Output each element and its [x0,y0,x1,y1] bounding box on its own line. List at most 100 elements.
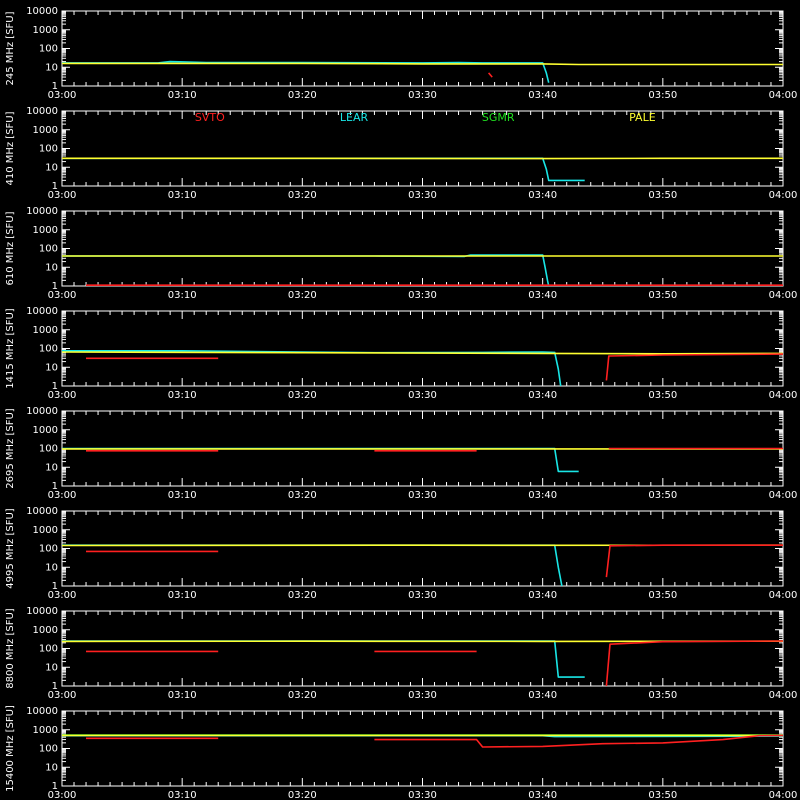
x-tick-label: 03:30 [408,290,437,301]
panel-6: 1 10 100 1000 10000 03:00 03:10 03:20 03:30 03:40… [5,506,797,601]
x-tick-label: 03:50 [648,90,677,101]
y-tick-label: 100 [39,244,58,255]
x-tick-label: 04:00 [769,790,798,800]
y-tick-label: 1 [52,281,58,292]
panel-3: 1 10 100 1000 10000 03:00 03:10 03:20 03:30 03:40… [5,206,797,301]
series-line-pale [61,351,784,355]
x-tick-label: 03:40 [528,490,557,501]
x-tick-label: 04:00 [769,690,798,701]
y-tick-label: 100 [39,644,58,655]
x-tick-label: 03:30 [408,490,437,501]
y-tick-label: 10000 [26,706,58,717]
x-tick-label: 03:10 [168,190,197,201]
y-tick-label: 1000 [33,425,58,436]
x-tick-label: 03:20 [288,290,317,301]
legend-entry-svto: SVTO [195,111,225,124]
y-tick-label: 1 [52,781,58,792]
y-tick-label: 1000 [33,125,58,136]
x-tick-label: 03:00 [48,490,77,501]
x-tick-label: 03:30 [408,190,437,201]
y-tick-label: 100 [39,544,58,555]
series-line-lear [62,349,562,387]
x-tick-label: 03:30 [408,790,437,800]
x-tick-label: 04:00 [769,490,798,501]
x-tick-label: 03:50 [648,690,677,701]
y-tick-label: 10 [45,562,58,573]
x-tick-label: 03:00 [48,590,77,601]
x-tick-label: 04:00 [769,390,798,401]
y-tick-label: 10000 [26,6,58,17]
x-tick-label: 03:00 [48,90,77,101]
legend-entry-pale: PALE [629,111,656,124]
x-tick-label: 03:20 [288,90,317,101]
y-axis-label: 4995 MHz [SFU] [5,508,16,589]
y-axis-label: 410 MHz [SFU] [5,111,16,185]
y-tick-label: 10 [45,762,58,773]
y-tick-label: 1000 [33,25,58,36]
x-tick-label: 03:50 [648,290,677,301]
x-tick-label: 03:00 [48,690,77,701]
x-tick-label: 03:30 [408,590,437,601]
y-tick-label: 1 [52,681,58,692]
x-tick-label: 03:50 [648,190,677,201]
y-tick-label: 10000 [26,306,58,317]
x-tick-label: 03:30 [408,690,437,701]
x-tick-label: 03:00 [48,790,77,800]
x-tick-label: 04:00 [769,290,798,301]
x-tick-label: 03:10 [168,790,197,800]
y-axis-label: 1415 MHz [SFU] [5,308,16,389]
y-tick-label: 100 [39,44,58,55]
x-tick-label: 03:30 [408,390,437,401]
y-tick-label: 10 [45,362,58,373]
y-tick-label: 1000 [33,525,58,536]
x-tick-label: 03:10 [168,390,197,401]
panel-1: 1 10 100 1000 10000 03:00 03:10 03:20 03:30 03:40… [5,6,797,101]
x-tick-label: 04:00 [769,590,798,601]
y-tick-label: 100 [39,344,58,355]
x-tick-label: 03:50 [648,790,677,800]
x-tick-label: 03:20 [288,490,317,501]
x-tick-label: 03:40 [528,690,557,701]
x-tick-label: 03:50 [648,490,677,501]
x-tick-label: 03:00 [48,290,77,301]
x-tick-label: 04:00 [769,190,798,201]
series-line-svto [605,640,784,687]
y-axis-label: 610 MHz [SFU] [5,211,16,285]
y-axis-label: 2695 MHz [SFU] [5,408,16,489]
y-tick-label: 10000 [26,506,58,517]
y-tick-label: 10000 [26,206,58,217]
x-tick-label: 03:10 [168,290,197,301]
y-axis-label: 15400 MHz [SFU] [5,705,16,792]
series-line-pale [62,62,783,66]
y-tick-label: 10 [45,162,58,173]
x-tick-label: 03:40 [528,90,557,101]
x-tick-label: 03:30 [408,90,437,101]
y-tick-label: 1000 [33,225,58,236]
y-axis-label: 8800 MHz [SFU] [5,608,16,689]
x-tick-label: 03:40 [528,190,557,201]
x-tick-label: 03:20 [288,690,317,701]
panel-2: 1 10 100 1000 10000 03:00 03:10 03:20 03:30 03:40… [5,106,797,201]
legend-entry-sgmr: SGMR [482,111,515,124]
y-tick-label: 10000 [26,406,58,417]
y-tick-label: 1000 [33,325,58,336]
x-tick-label: 03:40 [528,290,557,301]
series-line-svto [374,734,784,748]
x-tick-label: 03:20 [288,790,317,800]
y-tick-label: 10000 [26,106,58,117]
x-tick-label: 03:40 [528,790,557,800]
x-tick-label: 03:10 [168,690,197,701]
y-tick-label: 1 [52,81,58,92]
x-tick-label: 03:10 [168,490,197,501]
series-line-svto [605,353,784,381]
x-tick-label: 03:20 [288,590,317,601]
y-tick-label: 1 [52,481,58,492]
y-tick-label: 10 [45,62,58,73]
y-tick-label: 1 [52,381,58,392]
x-tick-label: 03:50 [648,390,677,401]
y-tick-label: 100 [39,744,58,755]
x-tick-label: 03:40 [528,390,557,401]
y-tick-label: 10 [45,662,58,673]
y-tick-label: 100 [39,144,58,155]
